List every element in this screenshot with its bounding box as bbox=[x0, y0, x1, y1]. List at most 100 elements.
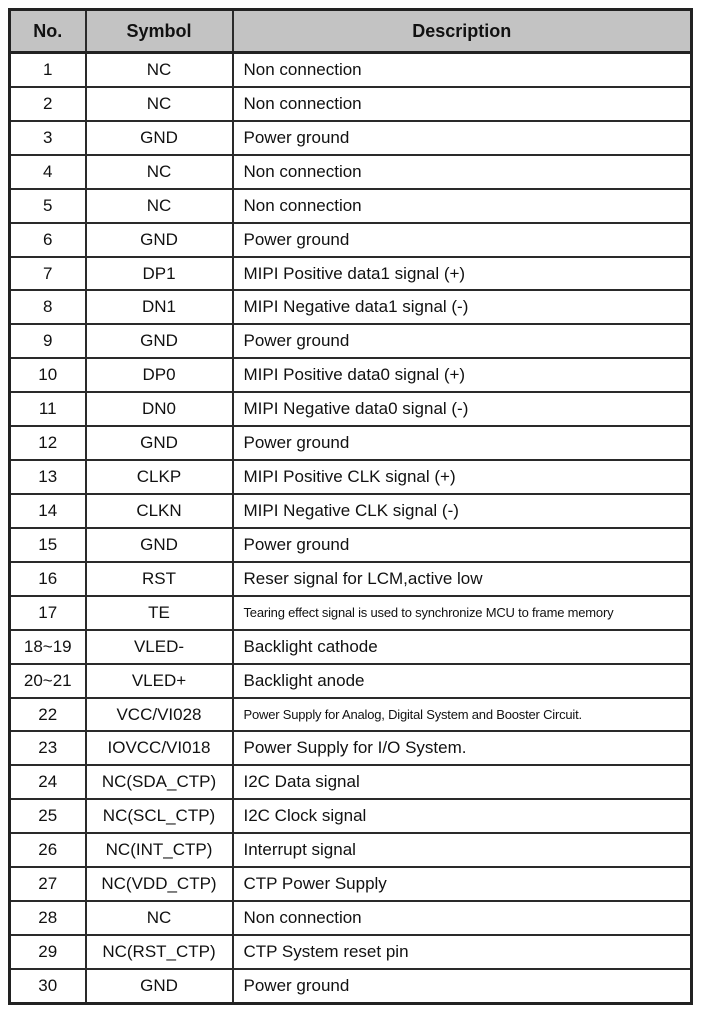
table-row: 7 DP1 MIPI Positive data1 signal (+) bbox=[8, 255, 693, 292]
pin-symbol-cell: NC bbox=[84, 51, 234, 88]
pin-number-cell: 16 bbox=[8, 560, 87, 597]
pin-number-cell: 20~21 bbox=[8, 662, 87, 699]
pin-symbol-cell: NC(INT_CTP) bbox=[84, 832, 234, 869]
header-row: No. Symbol Description bbox=[8, 8, 693, 54]
pin-symbol-cell: RST bbox=[84, 560, 234, 597]
pin-symbol-cell: GND bbox=[84, 221, 234, 258]
table-row: 25 NC(SCL_CTP) I2C Clock signal bbox=[8, 798, 693, 835]
pin-description-cell: Power ground bbox=[231, 119, 693, 156]
pin-symbol-cell: NC bbox=[84, 187, 234, 224]
pin-symbol-cell: GND bbox=[84, 119, 234, 156]
pin-number-cell: 7 bbox=[8, 255, 87, 292]
pin-symbol-cell: GND bbox=[84, 526, 234, 563]
pin-description-cell: Non connection bbox=[231, 51, 693, 88]
pin-description-cell: Non connection bbox=[231, 900, 693, 936]
table-header: No. Symbol Description bbox=[8, 8, 693, 54]
pin-number-cell: 14 bbox=[8, 493, 87, 529]
pin-description-cell: I2C Data signal bbox=[231, 764, 693, 801]
table-row: 11 DN0 MIPI Negative data0 signal (-) bbox=[8, 391, 693, 428]
table-row: 8 DN1 MIPI Negative data1 signal (-) bbox=[8, 289, 693, 326]
pin-description-cell: Non connection bbox=[231, 153, 693, 190]
pin-description-cell: Reser signal for LCM,active low bbox=[231, 560, 693, 597]
table-row: 12 GND Power ground bbox=[8, 425, 693, 462]
pin-symbol-cell: TE bbox=[84, 594, 234, 631]
table-row: 20~21 VLED+ Backlight anode bbox=[8, 662, 693, 699]
table-row: 14 CLKN MIPI Negative CLK signal (-) bbox=[8, 493, 693, 529]
pin-description-cell: Power ground bbox=[231, 526, 693, 563]
pin-description-cell: Tearing effect signal is used to synchro… bbox=[231, 594, 693, 631]
table-row: 22 VCC/VI028 Power Supply for Analog, Digi… bbox=[8, 696, 693, 733]
pin-description-cell: Power Supply for I/O System. bbox=[231, 730, 693, 767]
pin-description-cell: MIPI Positive data0 signal (+) bbox=[231, 357, 693, 394]
pin-description-cell: Power ground bbox=[231, 425, 693, 462]
pin-number-cell: 26 bbox=[8, 832, 87, 869]
pin-number-cell: 28 bbox=[8, 900, 87, 936]
table-row: 10 DP0 MIPI Positive data0 signal (+) bbox=[8, 357, 693, 394]
pin-description-cell: Power ground bbox=[231, 967, 693, 1005]
pin-number-cell: 3 bbox=[8, 119, 87, 156]
pin-description-cell: MIPI Positive data1 signal (+) bbox=[231, 255, 693, 292]
pin-assignment-table: No. Symbol Description 1 NC Non connection… bbox=[8, 8, 693, 1005]
pin-description-cell: Backlight anode bbox=[231, 662, 693, 699]
table-row: 29 NC(RST_CTP) CTP System reset pin bbox=[8, 934, 693, 970]
pin-description-cell: MIPI Negative data0 signal (-) bbox=[231, 391, 693, 428]
pin-number-cell: 23 bbox=[8, 730, 87, 767]
pin-description-cell: CTP Power Supply bbox=[231, 866, 693, 903]
column-header-description: Description bbox=[231, 8, 693, 54]
pin-symbol-cell: NC(SDA_CTP) bbox=[84, 764, 234, 801]
pin-number-cell: 25 bbox=[8, 798, 87, 835]
pin-symbol-cell: NC(RST_CTP) bbox=[84, 934, 234, 970]
pin-symbol-cell: NC bbox=[84, 153, 234, 190]
pin-symbol-cell: DP0 bbox=[84, 357, 234, 394]
pin-number-cell: 15 bbox=[8, 526, 87, 563]
table-row: 15 GND Power ground bbox=[8, 526, 693, 563]
pin-number-cell: 1 bbox=[8, 51, 87, 88]
pin-number-cell: 18~19 bbox=[8, 628, 87, 665]
table-row: 18~19 VLED- Backlight cathode bbox=[8, 628, 693, 665]
pin-description-cell: Power ground bbox=[231, 323, 693, 360]
pin-symbol-cell: DN1 bbox=[84, 289, 234, 326]
pin-description-cell: Non connection bbox=[231, 85, 693, 122]
pin-number-cell: 13 bbox=[8, 459, 87, 496]
table-row: 9 GND Power ground bbox=[8, 323, 693, 360]
table-row: 24 NC(SDA_CTP) I2C Data signal bbox=[8, 764, 693, 801]
pin-symbol-cell: VLED- bbox=[84, 628, 234, 665]
pin-number-cell: 6 bbox=[8, 221, 87, 258]
pin-symbol-cell: DN0 bbox=[84, 391, 234, 428]
pin-number-cell: 9 bbox=[8, 323, 87, 360]
pin-symbol-cell: CLKP bbox=[84, 459, 234, 496]
pin-description-cell: CTP System reset pin bbox=[231, 934, 693, 970]
table-row: 26 NC(INT_CTP) Interrupt signal bbox=[8, 832, 693, 869]
pin-number-cell: 29 bbox=[8, 934, 87, 970]
pin-number-cell: 8 bbox=[8, 289, 87, 326]
pin-table-body: 1 NC Non connection 2 NC Non connection 3 GND Po… bbox=[8, 51, 693, 1005]
pin-symbol-cell: GND bbox=[84, 425, 234, 462]
pin-number-cell: 27 bbox=[8, 866, 87, 903]
pin-description-cell: Non connection bbox=[231, 187, 693, 224]
pin-description-cell: Power Supply for Analog, Digital System … bbox=[231, 696, 693, 733]
table-row: 1 NC Non connection bbox=[8, 51, 693, 88]
pin-symbol-cell: GND bbox=[84, 323, 234, 360]
table-row: 2 NC Non connection bbox=[8, 85, 693, 122]
pin-number-cell: 17 bbox=[8, 594, 87, 631]
pin-number-cell: 10 bbox=[8, 357, 87, 394]
pin-description-cell: Backlight cathode bbox=[231, 628, 693, 665]
pin-symbol-cell: VLED+ bbox=[84, 662, 234, 699]
pin-symbol-cell: NC bbox=[84, 900, 234, 936]
pin-symbol-cell: DP1 bbox=[84, 255, 234, 292]
pin-description-cell: Interrupt signal bbox=[231, 832, 693, 869]
table-row: 16 RST Reser signal for LCM,active low bbox=[8, 560, 693, 597]
pin-description-cell: MIPI Positive CLK signal (+) bbox=[231, 459, 693, 496]
table-row: 27 NC(VDD_CTP) CTP Power Supply bbox=[8, 866, 693, 903]
pin-symbol-cell: NC(VDD_CTP) bbox=[84, 866, 234, 903]
table-row: 13 CLKP MIPI Positive CLK signal (+) bbox=[8, 459, 693, 496]
table-row: 17 TE Tearing effect signal is used to syn… bbox=[8, 594, 693, 631]
pin-symbol-cell: GND bbox=[84, 967, 234, 1005]
pin-symbol-cell: NC(SCL_CTP) bbox=[84, 798, 234, 835]
pin-number-cell: 2 bbox=[8, 85, 87, 122]
table-row: 30 GND Power ground bbox=[8, 967, 693, 1005]
pin-number-cell: 12 bbox=[8, 425, 87, 462]
pin-symbol-cell: VCC/VI028 bbox=[84, 696, 234, 733]
pin-number-cell: 11 bbox=[8, 391, 87, 428]
